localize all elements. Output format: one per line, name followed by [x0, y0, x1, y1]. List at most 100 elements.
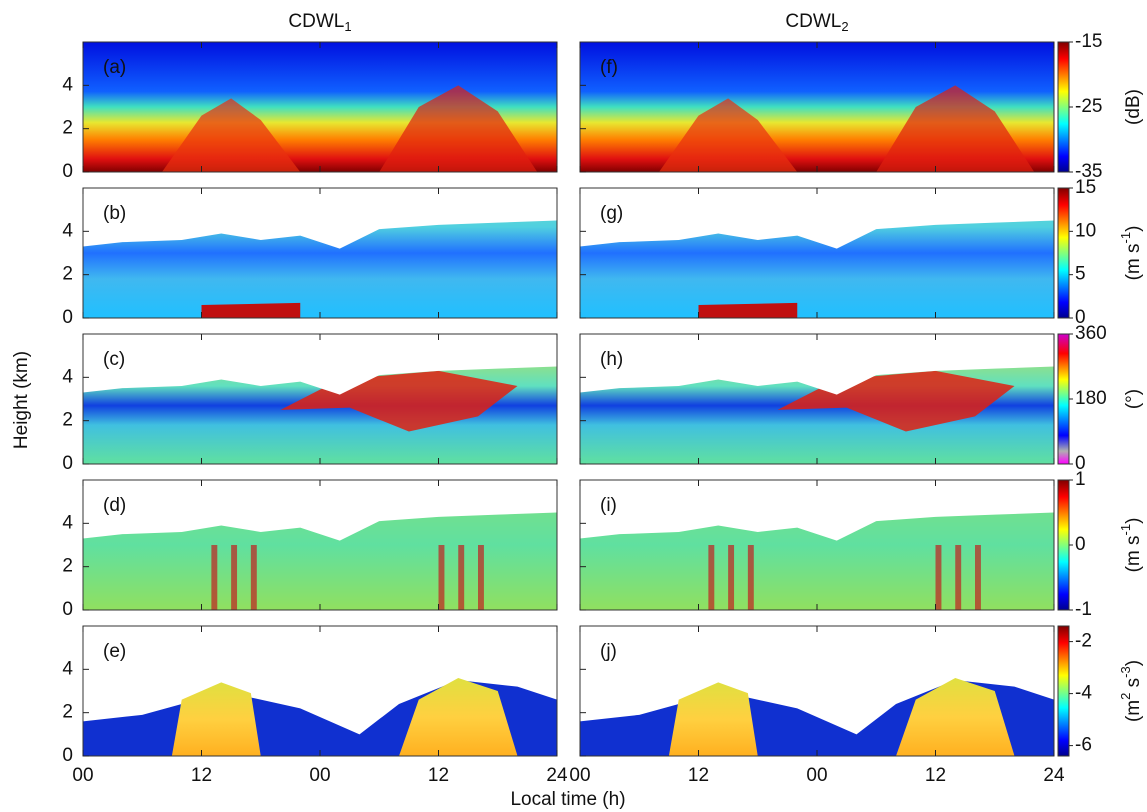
colorbar-tick-label: 5: [1075, 264, 1086, 285]
y-tick-label: 4: [62, 512, 73, 533]
panel-label: (j): [600, 641, 617, 662]
panel: [580, 480, 1054, 610]
y-tick-label: 2: [62, 410, 73, 431]
panel-label: (f): [600, 57, 618, 78]
field-shape: [162, 98, 301, 172]
colorbar: [1057, 187, 1070, 319]
unit-text: (°): [1123, 389, 1144, 409]
y-tick-label: 0: [62, 599, 73, 620]
panel: [580, 42, 1054, 172]
colorbar-tick-label: -4: [1075, 683, 1092, 704]
field-shape: [728, 545, 735, 610]
colorbar-unit: (°): [1123, 389, 1144, 409]
panel-label: (b): [103, 203, 126, 224]
title-main: CDWL: [785, 11, 841, 32]
field-shape: [668, 682, 758, 756]
colorbar-tick-label: 0: [1075, 534, 1086, 555]
unit-sup: 2: [1118, 693, 1133, 700]
x-axis-label: Local time (h): [510, 789, 625, 810]
y-tick-label: 4: [62, 366, 73, 387]
field-shape: [438, 545, 445, 610]
colorbar: [1057, 333, 1070, 465]
field-shape: [478, 545, 484, 610]
colorbar: [1057, 625, 1070, 757]
colorbar-unit: (m s-1): [1118, 518, 1144, 573]
panel-label: (c): [103, 349, 125, 370]
x-tick-label: 00: [569, 765, 590, 786]
y-tick-label: 0: [62, 161, 73, 182]
y-tick-label: 4: [62, 74, 73, 95]
panel: [83, 188, 557, 318]
field-shape: [83, 334, 557, 395]
field-shape: [231, 545, 238, 610]
panel: [83, 678, 557, 756]
field-shape: [975, 545, 981, 610]
x-tick-label: 12: [688, 765, 709, 786]
colorbar-tick-label: -2: [1075, 631, 1092, 652]
panel-label: (e): [103, 641, 126, 662]
x-tick-label: 12: [925, 765, 946, 786]
x-tick-label: 24: [546, 765, 568, 786]
unit-text: (m s: [1123, 243, 1144, 280]
panel: [83, 42, 557, 172]
colorbar-tick-label: 0: [1075, 307, 1086, 328]
column-title: CDWL2: [785, 11, 848, 34]
panel: [83, 334, 557, 464]
colorbar-tick-label: 10: [1075, 220, 1096, 241]
colorbar-tick-label: -35: [1075, 161, 1102, 182]
colorbar-tick-label: 360: [1075, 323, 1107, 344]
panel-label: (g): [600, 203, 623, 224]
colorbar-unit: (m s-1): [1118, 226, 1144, 281]
y-tick-label: 2: [62, 118, 73, 139]
x-tick-label: 24: [1043, 765, 1065, 786]
panel: [580, 188, 1054, 318]
field-shape: [458, 545, 465, 610]
y-axis-label: Height (km): [11, 351, 32, 449]
colorbar-unit: (m2 s-3): [1118, 660, 1144, 722]
unit-text: ): [1123, 518, 1144, 524]
field-shape: [876, 85, 1035, 172]
title-sub: 2: [841, 19, 848, 34]
panel: [580, 334, 1054, 464]
field-shape: [747, 545, 754, 610]
field-shape: [708, 545, 715, 610]
field-shape: [935, 545, 942, 610]
field-shape: [580, 334, 1054, 395]
title-main: CDWL: [288, 11, 344, 32]
colorbar-unit: (dB): [1123, 89, 1144, 125]
field-shape: [698, 302, 798, 318]
field-shape: [171, 682, 261, 756]
colorbar: [1057, 41, 1070, 173]
unit-text: ): [1123, 226, 1144, 232]
unit-text: (m: [1123, 700, 1144, 722]
unit-text: (m s: [1123, 535, 1144, 572]
x-tick-label: 12: [428, 765, 449, 786]
field-shape: [580, 480, 1054, 541]
colorbar-tick-label: -1: [1075, 599, 1092, 620]
x-tick-label: 00: [72, 765, 93, 786]
y-tick-label: 2: [62, 264, 73, 285]
field-shape: [211, 545, 218, 610]
y-tick-label: 2: [62, 702, 73, 723]
colorbar-tick-label: -15: [1075, 31, 1102, 52]
unit-sup: -3: [1118, 666, 1133, 678]
x-tick-label: 00: [806, 765, 827, 786]
panel: [83, 480, 557, 610]
unit-text: ): [1123, 660, 1144, 666]
panel: [580, 678, 1054, 756]
unit-text: s: [1123, 678, 1144, 693]
unit-sup: -1: [1118, 232, 1133, 244]
column-title: CDWL1: [288, 11, 351, 34]
panel-label: (h): [600, 349, 623, 370]
field-shape: [83, 480, 557, 541]
colorbar-tick-label: 0: [1075, 453, 1086, 474]
colorbar-tick-label: 1: [1075, 469, 1086, 490]
colorbar-tick-label: 180: [1075, 388, 1107, 409]
field-shape: [83, 188, 557, 249]
panel-label: (d): [103, 495, 126, 516]
y-tick-label: 0: [62, 453, 73, 474]
field-shape: [659, 98, 798, 172]
colorbar-tick-label: -25: [1075, 96, 1102, 117]
y-tick-label: 4: [62, 658, 73, 679]
